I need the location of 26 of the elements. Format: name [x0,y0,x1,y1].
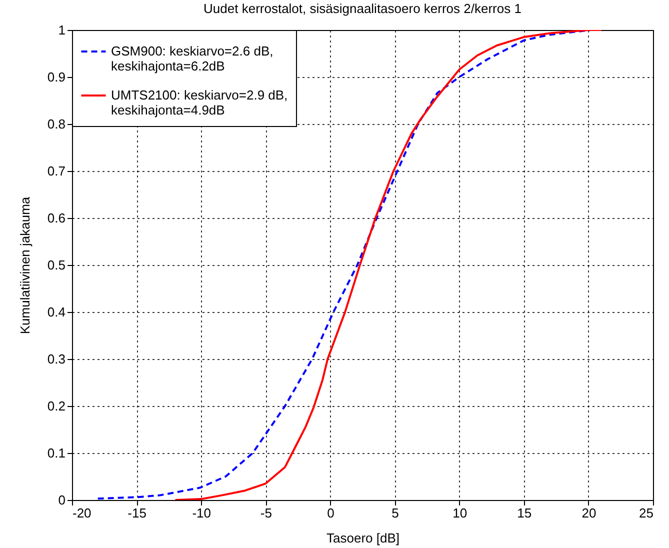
x-axis-title: Tasoero [dB] [326,530,400,546]
legend-label: UMTS2100: keskiarvo=2.9 dB, keskihajonta=4.9dB [111,88,288,118]
y-tick-label: 0 [58,492,66,508]
x-tick-label: -15 [128,506,146,520]
x-tick-label: -5 [260,506,272,520]
legend-label: GSM900: keskiarvo=2.6 dB, keskihajonta=6.2dB [111,44,274,74]
y-tick-label: 0.6 [47,210,66,226]
x-tick-label: -10 [192,506,212,520]
y-tick-label: 0.3 [47,352,66,366]
y-tick-label: 0.1 [47,446,66,460]
x-tick-label: 20 [582,506,596,520]
y-tick-label: 0.9 [47,70,66,84]
y-tick-label: 1 [58,22,66,38]
x-tick-label: 25 [639,506,654,520]
y-tick-label: 0.8 [47,116,66,132]
y-tick-label: 0.5 [47,258,66,272]
y-tick-label: 0.2 [47,398,66,414]
x-tick-label: 15 [517,506,532,520]
x-tick-label: 5 [392,506,399,520]
y-tick-label: 0.4 [47,304,66,320]
y-tick-label: 0.7 [47,164,66,178]
x-tick-label: 10 [452,506,468,520]
chart-title: Uudet kerrostalot, sisäsignaalitasoero kerros 2/kerros 1 [204,1,522,16]
x-tick-label: 0 [327,506,334,520]
y-axis-title: Kumulatiivinen jakauma [18,196,32,334]
x-tick-label: -20 [72,506,92,520]
